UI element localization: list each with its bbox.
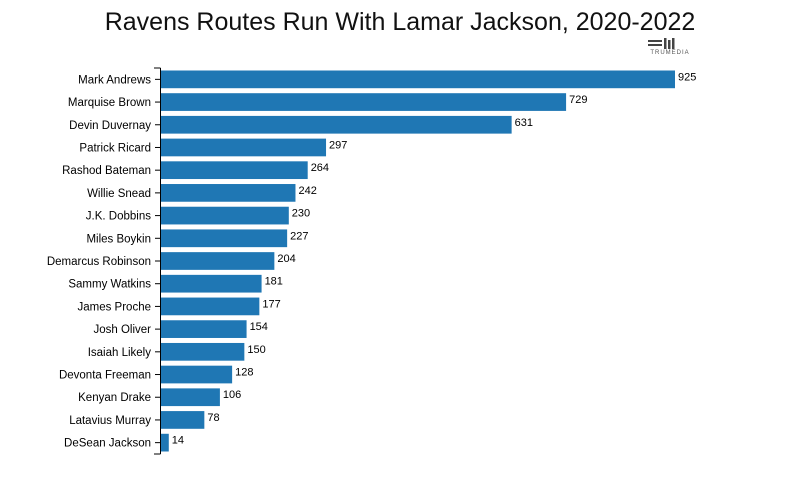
- y-axis: Mark Andrews Marquise Brown Devin Duvernay…: [47, 67, 161, 455]
- bar: [161, 115, 512, 134]
- bar: [161, 433, 169, 452]
- logo-mark-icon: [648, 38, 675, 49]
- data-label: 264: [311, 162, 329, 174]
- bar: [161, 206, 289, 225]
- y-tick-label: James Proche: [77, 301, 151, 313]
- data-label: 925: [678, 71, 696, 83]
- y-tick-label: Devin Duvernay: [69, 120, 151, 132]
- bar: [161, 388, 220, 407]
- data-label: 227: [290, 230, 308, 242]
- y-tick-label: Josh Oliver: [93, 324, 151, 336]
- data-label: 729: [569, 94, 587, 106]
- chart-title: Ravens Routes Run With Lamar Jackson, 20…: [104, 8, 696, 36]
- data-label: 181: [265, 276, 283, 288]
- data-label: 242: [298, 185, 316, 197]
- bar: [161, 229, 288, 248]
- data-label: 128: [235, 367, 253, 379]
- bar: [161, 342, 245, 361]
- bar: [161, 252, 275, 270]
- y-tick-label: Sammy Watkins: [68, 279, 151, 291]
- y-tick-label: Devonta Freeman: [59, 370, 151, 382]
- data-label: 631: [515, 117, 533, 129]
- y-tick-label: Kenyan Drake: [78, 392, 151, 404]
- bar: [161, 365, 233, 384]
- y-tick-label: Willie Snead: [87, 188, 151, 200]
- bar: [161, 138, 327, 157]
- y-tick-label: Mark Andrews: [78, 74, 151, 86]
- y-tick-label: Demarcus Robinson: [47, 256, 151, 268]
- bar: [161, 184, 296, 202]
- data-label: 78: [207, 412, 219, 424]
- data-label: 177: [262, 298, 280, 310]
- data-label: 204: [277, 253, 295, 265]
- bar: [161, 274, 262, 293]
- logo-text: TRUMEDIA: [650, 50, 690, 56]
- y-tick-label: J.K. Dobbins: [86, 211, 151, 223]
- bar: [161, 320, 247, 338]
- bar: [161, 70, 675, 89]
- data-label: 14: [172, 435, 184, 447]
- data-label: 230: [292, 208, 310, 220]
- bar: [161, 161, 308, 180]
- data-label: 150: [247, 344, 265, 356]
- data-label: 154: [250, 321, 268, 333]
- bar: [161, 93, 567, 111]
- y-tick-label: Rashod Bateman: [62, 165, 151, 177]
- y-tick-label: Miles Boykin: [86, 233, 151, 245]
- y-tick-label: Patrick Ricard: [79, 142, 151, 154]
- trumedia-logo: TRUMEDIA: [640, 37, 700, 59]
- bar: [161, 297, 260, 316]
- bar: [161, 411, 205, 429]
- y-tick-label: Marquise Brown: [68, 97, 151, 109]
- y-tick-label: DeSean Jackson: [64, 438, 151, 450]
- y-tick-label: Isaiah Likely: [88, 347, 152, 359]
- y-tick-label: Latavius Murray: [69, 415, 151, 427]
- data-label: 106: [223, 389, 241, 401]
- data-label: 297: [329, 139, 347, 151]
